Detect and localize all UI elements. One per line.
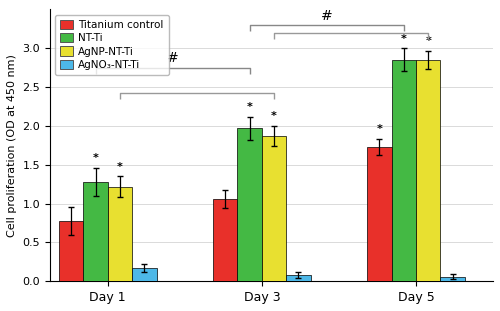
Bar <box>238 128 262 281</box>
Text: #: # <box>166 51 178 65</box>
Bar <box>108 187 132 281</box>
Text: *: * <box>271 111 277 121</box>
Text: *: * <box>376 124 382 134</box>
Bar <box>262 136 286 281</box>
Text: *: * <box>117 162 123 172</box>
Bar <box>84 182 108 281</box>
Bar <box>416 60 440 281</box>
Bar <box>286 275 310 281</box>
Text: *: * <box>246 102 252 112</box>
Text: *: * <box>426 36 431 46</box>
Bar <box>367 147 392 281</box>
Bar <box>440 277 465 281</box>
Bar <box>132 268 156 281</box>
Bar <box>392 60 416 281</box>
Text: *: * <box>92 153 98 163</box>
Text: *: * <box>401 34 406 44</box>
Text: #: # <box>321 8 332 22</box>
Y-axis label: Cell proliferation (OD at 450 nm): Cell proliferation (OD at 450 nm) <box>7 54 17 237</box>
Bar <box>213 199 238 281</box>
Bar <box>59 221 84 281</box>
Legend: Titanium control, NT-Ti, AgNP-NT-Ti, AgNO₃-NT-Ti: Titanium control, NT-Ti, AgNP-NT-Ti, AgN… <box>55 15 168 75</box>
